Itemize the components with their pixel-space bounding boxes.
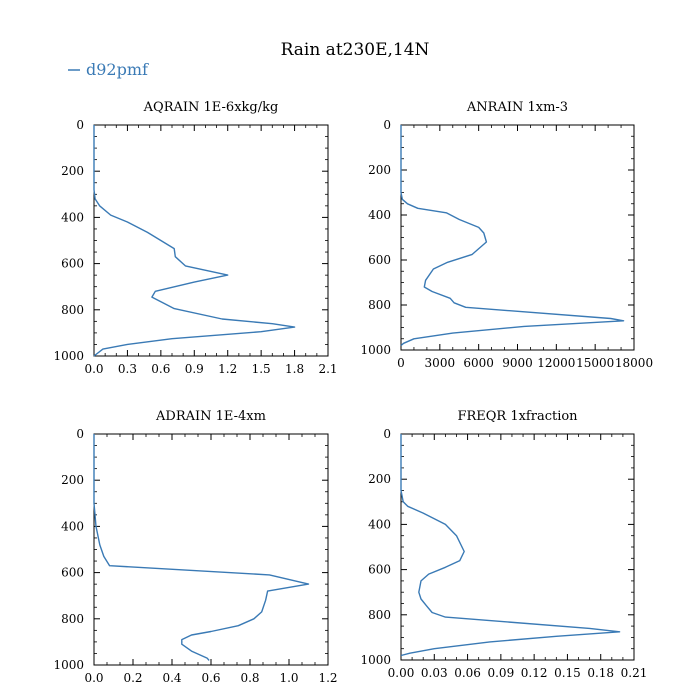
legend: d92pmf bbox=[68, 60, 149, 79]
y-tick-label: 200 bbox=[61, 164, 84, 178]
y-tick-label: 1000 bbox=[53, 658, 84, 672]
x-tick-label: 0.6 bbox=[151, 362, 170, 376]
series-line bbox=[400, 434, 621, 657]
x-tick-label: 18000 bbox=[615, 356, 653, 370]
x-tick-label: 0.03 bbox=[421, 666, 448, 680]
x-tick-label: 9000 bbox=[502, 356, 533, 370]
y-tick-label: 1000 bbox=[360, 343, 391, 357]
plot-frame bbox=[400, 433, 635, 661]
y-tick-label: 600 bbox=[61, 566, 84, 580]
x-tick-label: 0.18 bbox=[587, 666, 614, 680]
x-tick-label: 0.2 bbox=[123, 671, 142, 685]
x-tick-label: 0.21 bbox=[621, 666, 648, 680]
y-tick-label: 0 bbox=[383, 427, 391, 441]
x-tick-label: 0.15 bbox=[554, 666, 581, 680]
x-tick-label: 0.12 bbox=[521, 666, 548, 680]
y-tick-label: 400 bbox=[368, 208, 391, 222]
panel-title: ADRAIN 1E-4xm bbox=[155, 409, 266, 424]
x-tick-label: 6000 bbox=[463, 356, 494, 370]
y-tick-label: 1000 bbox=[360, 653, 391, 667]
panel-1: AQRAIN 1E-6xkg/kg 0.0 0.3 0.6 0.9 1.2 1.5 1.8 2.… bbox=[53, 100, 337, 376]
figure-title: Rain at230E,14N bbox=[281, 40, 430, 60]
x-tick-label: 1.8 bbox=[285, 362, 304, 376]
x-tick-label: 0.0 bbox=[84, 671, 103, 685]
y-tick-label: 0 bbox=[76, 427, 84, 441]
x-tick-label: 0.4 bbox=[162, 671, 181, 685]
y-tick-label: 200 bbox=[61, 473, 84, 487]
series-line bbox=[93, 434, 310, 661]
y-tick-label: 400 bbox=[61, 210, 84, 224]
y-tick-label: 800 bbox=[368, 298, 391, 312]
legend-label: d92pmf bbox=[86, 60, 149, 79]
plot-frame bbox=[93, 433, 329, 666]
x-tick-label: 0.6 bbox=[201, 671, 220, 685]
x-tick-label: 0.00 bbox=[388, 666, 415, 680]
y-tick-label: 0 bbox=[76, 118, 84, 132]
x-tick-label: 0.09 bbox=[487, 666, 514, 680]
y-tick-label: 800 bbox=[368, 608, 391, 622]
panel-title: AQRAIN 1E-6xkg/kg bbox=[143, 100, 279, 115]
y-tick-label: 600 bbox=[368, 563, 391, 577]
x-tick-label: 1.2 bbox=[218, 362, 237, 376]
y-tick-label: 800 bbox=[61, 612, 84, 626]
y-tick-label: 400 bbox=[61, 519, 84, 533]
y-tick-label: 0 bbox=[383, 118, 391, 132]
x-tick-label: 0.06 bbox=[454, 666, 481, 680]
y-tick-label: 200 bbox=[368, 472, 391, 486]
y-tick-label: 600 bbox=[61, 257, 84, 271]
plot-frame bbox=[93, 124, 329, 357]
x-tick-label: 0.8 bbox=[240, 671, 259, 685]
x-tick-label: 12000 bbox=[537, 356, 575, 370]
y-tick-label: 600 bbox=[368, 253, 391, 267]
series-line bbox=[93, 125, 296, 357]
x-tick-label: 2.1 bbox=[318, 362, 337, 376]
panels: AQRAIN 1E-6xkg/kg 0.0 0.3 0.6 0.9 1.2 1.5 1.8 2.… bbox=[53, 100, 653, 685]
x-tick-label: 0.0 bbox=[84, 362, 103, 376]
x-tick-label: 1.2 bbox=[318, 671, 337, 685]
x-tick-label: 1.5 bbox=[252, 362, 271, 376]
y-tick-label: 200 bbox=[368, 163, 391, 177]
y-tick-label: 400 bbox=[368, 517, 391, 531]
y-tick-label: 1000 bbox=[53, 349, 84, 363]
plot-frame bbox=[400, 124, 635, 351]
x-tick-label: 3000 bbox=[425, 356, 456, 370]
x-tick-label: 0.3 bbox=[118, 362, 137, 376]
series-line bbox=[400, 125, 625, 347]
x-tick-label: 0.9 bbox=[185, 362, 204, 376]
x-tick-label: 15000 bbox=[576, 356, 614, 370]
y-tick-label: 800 bbox=[61, 303, 84, 317]
panel-title: FREQR 1xfraction bbox=[457, 409, 578, 424]
panel-title: ANRAIN 1xm-3 bbox=[466, 100, 568, 115]
panel-3: ADRAIN 1E-4xm 0.0 0.2 0.4 0.6 0.8 1.0 1.2 0 200 40… bbox=[53, 409, 337, 685]
panel-4: FREQR 1xfraction 0.00 0.03 0.06 0.09 0.12 0.15… bbox=[360, 409, 647, 680]
x-tick-label: 1.0 bbox=[279, 671, 298, 685]
x-tick-label: 0 bbox=[397, 356, 405, 370]
panel-2: ANRAIN 1xm-30 3000 6000 9000 12000 15000 18000… bbox=[360, 100, 653, 370]
